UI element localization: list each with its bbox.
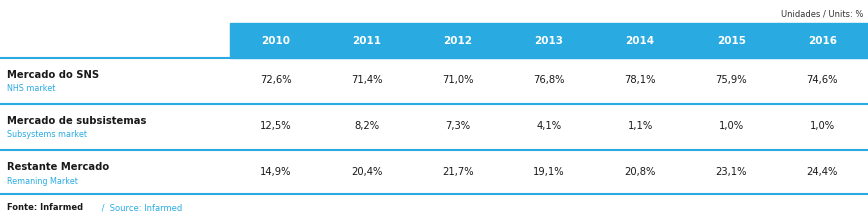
Bar (230, 23, 868, 58)
Text: 2012: 2012 (444, 36, 472, 46)
Text: Fonte: Infarmed: Fonte: Infarmed (7, 203, 83, 212)
Text: 4,1%: 4,1% (536, 121, 562, 131)
Text: 1,0%: 1,0% (810, 121, 835, 131)
Text: 12,5%: 12,5% (260, 121, 292, 131)
Text: 2011: 2011 (352, 36, 381, 46)
Text: 20,8%: 20,8% (624, 167, 656, 177)
Text: Subsystems market: Subsystems market (7, 131, 87, 139)
Text: 2014: 2014 (626, 36, 654, 46)
Text: NHS market: NHS market (7, 84, 56, 93)
Text: 24,4%: 24,4% (806, 167, 838, 177)
Text: Unidades / Units: %: Unidades / Units: % (781, 9, 864, 18)
Text: Mercado do SNS: Mercado do SNS (7, 70, 99, 80)
Text: 2016: 2016 (808, 36, 837, 46)
Text: 8,2%: 8,2% (354, 121, 379, 131)
Text: 78,1%: 78,1% (624, 75, 656, 85)
Text: 75,9%: 75,9% (715, 75, 747, 85)
Text: 14,9%: 14,9% (260, 167, 292, 177)
Text: 2015: 2015 (717, 36, 746, 46)
Text: 20,4%: 20,4% (351, 167, 383, 177)
Text: 7,3%: 7,3% (445, 121, 470, 131)
Text: 71,4%: 71,4% (351, 75, 383, 85)
Bar (0, 58, 868, 102)
Text: /  Source: Infarmed: / Source: Infarmed (99, 203, 182, 212)
Text: 1,1%: 1,1% (628, 121, 653, 131)
Bar (0, 150, 868, 194)
Text: 72,6%: 72,6% (260, 75, 292, 85)
Text: 2010: 2010 (261, 36, 290, 46)
Text: 23,1%: 23,1% (715, 167, 747, 177)
Bar (0, 104, 868, 148)
Text: 76,8%: 76,8% (533, 75, 565, 85)
Text: 2013: 2013 (535, 36, 563, 46)
Text: Mercado de subsistemas: Mercado de subsistemas (7, 116, 147, 126)
Text: Remaning Market: Remaning Market (7, 177, 78, 186)
Text: Restante Mercado: Restante Mercado (7, 162, 109, 172)
Text: 19,1%: 19,1% (533, 167, 565, 177)
Text: 1,0%: 1,0% (719, 121, 744, 131)
Text: 21,7%: 21,7% (442, 167, 474, 177)
Text: 74,6%: 74,6% (806, 75, 838, 85)
Text: 71,0%: 71,0% (442, 75, 474, 85)
